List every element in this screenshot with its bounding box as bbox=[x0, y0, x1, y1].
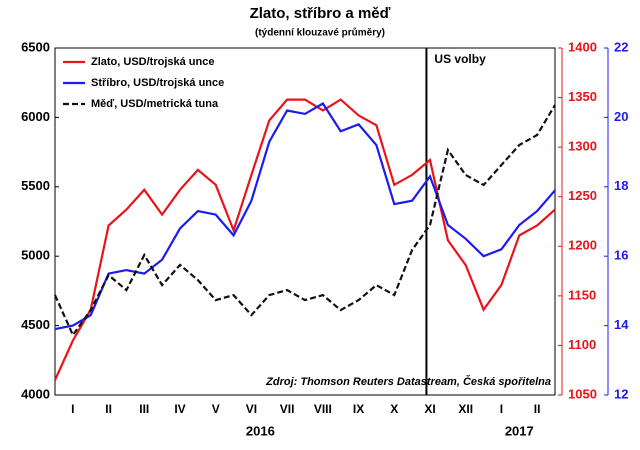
y-tick-label: 4500 bbox=[21, 317, 50, 332]
annotation: US volby bbox=[434, 52, 486, 66]
y-tick-label: 4000 bbox=[21, 386, 50, 401]
x-tick-label: XI bbox=[424, 402, 435, 416]
y-tick-label: 5500 bbox=[21, 178, 50, 193]
y-tick-label: 16 bbox=[614, 248, 628, 263]
x-tick-label: II bbox=[534, 402, 541, 416]
x-tick-label: III bbox=[139, 402, 149, 416]
y-tick-label: 6500 bbox=[21, 39, 50, 54]
x-tick-label: V bbox=[212, 402, 220, 416]
y-tick-label: 1250 bbox=[568, 188, 597, 203]
y-tick-label: 1100 bbox=[568, 337, 596, 352]
legend-label: Stříbro, USD/trojská unce bbox=[91, 77, 224, 89]
x-tick-label: X bbox=[390, 402, 398, 416]
x-tick-label: I bbox=[71, 402, 74, 416]
x-tick-label: II bbox=[105, 402, 112, 416]
y-tick-label: 1400 bbox=[568, 39, 597, 54]
chart-subtitle: (týdenní klouzavé průměry) bbox=[255, 27, 385, 39]
year-label: 2016 bbox=[246, 423, 275, 438]
y-tick-label: 6000 bbox=[21, 109, 50, 124]
x-tick-label: VII bbox=[280, 402, 295, 416]
x-tick-label: VI bbox=[246, 402, 257, 416]
y-tick-label: 1200 bbox=[568, 238, 597, 253]
series-line bbox=[54, 102, 556, 331]
y-tick-label: 14 bbox=[614, 317, 629, 332]
y-tick-label: 22 bbox=[614, 39, 628, 54]
y-tick-label: 5000 bbox=[21, 248, 50, 263]
x-tick-label: IV bbox=[174, 402, 185, 416]
source-note: Zdroj: Thomson Reuters Datastream, Česká… bbox=[265, 375, 551, 388]
y-tick-label: 1150 bbox=[568, 287, 596, 302]
y-tick-label: 1350 bbox=[568, 89, 597, 104]
y-tick-label: 12 bbox=[614, 386, 628, 401]
year-label: 2017 bbox=[505, 423, 534, 438]
series-line bbox=[53, 98, 556, 381]
y-tick-label: 20 bbox=[614, 109, 628, 124]
y-tick-label: 1050 bbox=[568, 386, 597, 401]
x-tick-label: XII bbox=[458, 402, 473, 416]
plot-frame bbox=[54, 47, 556, 396]
x-tick-label: I bbox=[500, 402, 503, 416]
x-tick-label: IX bbox=[353, 402, 364, 416]
y-tick-label: 18 bbox=[614, 178, 628, 193]
legend-label: Zlato, USD/trojská unce bbox=[91, 56, 214, 68]
series-line bbox=[53, 104, 556, 338]
chart-title: Zlato, stříbro a měď bbox=[250, 5, 391, 22]
y-tick-label: 1300 bbox=[568, 139, 597, 154]
legend-label: Měď, USD/metrická tuna bbox=[91, 98, 219, 110]
x-tick-label: VIII bbox=[314, 402, 332, 416]
